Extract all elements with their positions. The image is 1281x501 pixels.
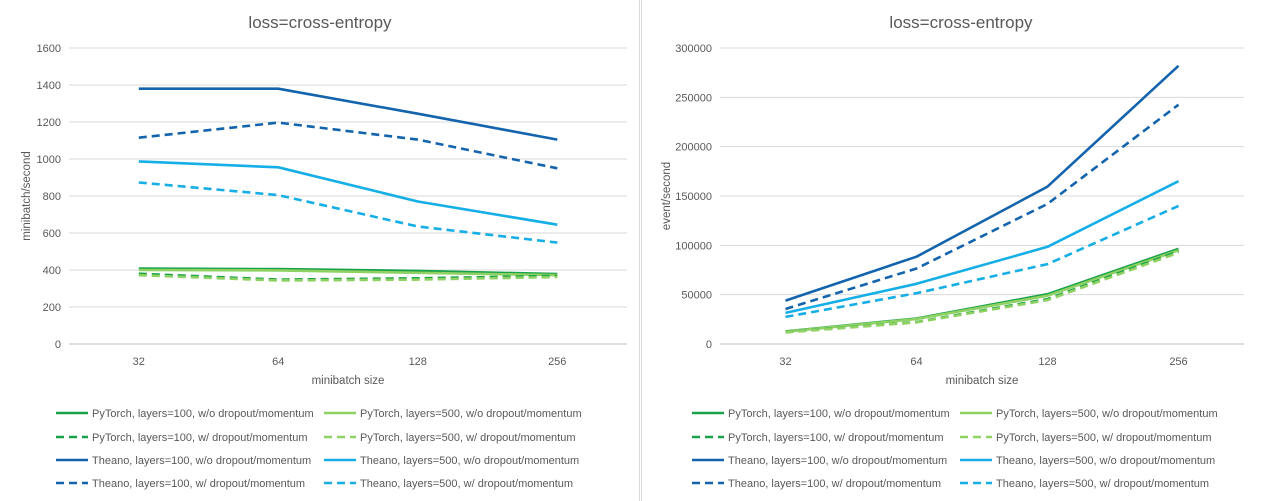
series-line-3 [785, 250, 1179, 334]
y-axis-label: minibatch/second [21, 151, 33, 241]
legend-entry-label: Theano, layers=100, w/ dropout/momentum [728, 478, 941, 490]
y-tick-label: 250000 [675, 92, 712, 104]
series-line-7 [138, 121, 558, 170]
y-tick-label: 1200 [37, 117, 61, 129]
legend-entry-label: Theano, layers=500, w/ dropout/momentum [360, 478, 573, 490]
legend-entry-label: Theano, layers=100, w/o dropout/momentum [92, 455, 311, 467]
y-tick-label: 50000 [681, 290, 712, 302]
series-line-8 [138, 181, 558, 244]
y-tick-label: 100000 [675, 240, 712, 252]
chart-panel-right: loss=cross-entropy 0 50000 100000 150000 2000… [641, 0, 1281, 501]
legend-entry-label: PyTorch, layers=500, w/ dropout/momentum [360, 432, 576, 444]
legend-entry-label: Theano, layers=500, w/ dropout/momentum [996, 478, 1209, 490]
line-chart-events-per-second: loss=cross-entropy 0 50000 100000 150000 2000… [661, 13, 1244, 490]
series-line-2 [785, 249, 1179, 333]
legend-entry-label: PyTorch, layers=500, w/o dropout/momentu… [360, 408, 582, 420]
y-tick-label: 200 [43, 302, 61, 314]
y-tick-label: 400 [43, 265, 61, 277]
legend-entry-label: Theano, layers=100, w/o dropout/momentum [728, 455, 947, 467]
series-line-5 [785, 64, 1180, 302]
x-axis-label: minibatch size [946, 375, 1019, 387]
x-tick-label: 128 [1038, 356, 1056, 368]
y-tick-label: 1000 [37, 154, 61, 166]
x-tick-label: 256 [1169, 356, 1187, 368]
series-line-5 [138, 87, 558, 141]
series-line-4 [138, 273, 558, 282]
x-tick-label: 256 [548, 356, 566, 368]
series-line-1 [138, 267, 558, 276]
legend-entry-label: PyTorch, layers=100, w/ dropout/momentum [728, 432, 944, 444]
x-tick-label: 64 [910, 356, 922, 368]
series-line-6 [138, 160, 558, 226]
series-line-6 [785, 180, 1180, 315]
y-tick-label: 150000 [675, 191, 712, 203]
y-tick-label: 200000 [675, 142, 712, 154]
x-axis-label: minibatch size [312, 375, 385, 387]
legend-entry-label: PyTorch, layers=100, w/ dropout/momentum [92, 432, 308, 444]
x-tick-label: 128 [409, 356, 427, 368]
legend-entry-label: PyTorch, layers=500, w/ dropout/momentum [996, 432, 1212, 444]
y-tick-label: 800 [43, 191, 61, 203]
y-tick-label: 300000 [675, 43, 712, 55]
series-line-8 [785, 204, 1180, 319]
legend-entry-label: Theano, layers=100, w/ dropout/momentum [92, 478, 305, 490]
line-chart-minibatch-per-second: loss=cross-entropy 0 200 400 600 800 1000 1200 1… [21, 13, 627, 490]
y-tick-label: 1400 [37, 80, 61, 92]
y-tick-label: 600 [43, 228, 61, 240]
series-line-2 [138, 268, 558, 277]
y-tick-label: 0 [706, 339, 712, 351]
x-tick-label: 64 [272, 356, 284, 368]
legend-entry-label: PyTorch, layers=500, w/o dropout/momentu… [996, 408, 1218, 420]
series-line-1 [785, 247, 1179, 333]
chart-title: loss=cross-entropy [248, 13, 392, 32]
y-axis-label: event/second [661, 162, 673, 230]
chart-panel-left: loss=cross-entropy 0 200 400 600 800 1000 1200 1… [0, 0, 640, 501]
y-tick-label: 1600 [37, 43, 61, 55]
legend-entry-label: PyTorch, layers=100, w/o dropout/momentu… [728, 408, 950, 420]
series-line-7 [785, 103, 1180, 311]
chart-title: loss=cross-entropy [889, 13, 1033, 32]
y-tick-label: 0 [55, 339, 61, 351]
series-line-4 [785, 251, 1179, 334]
legend-entry-label: Theano, layers=500, w/o dropout/momentum [360, 455, 579, 467]
x-tick-label: 32 [133, 356, 145, 368]
x-tick-label: 32 [779, 356, 791, 368]
legend-entry-label: PyTorch, layers=100, w/o dropout/momentu… [92, 408, 314, 420]
legend-entry-label: Theano, layers=500, w/o dropout/momentum [996, 455, 1215, 467]
